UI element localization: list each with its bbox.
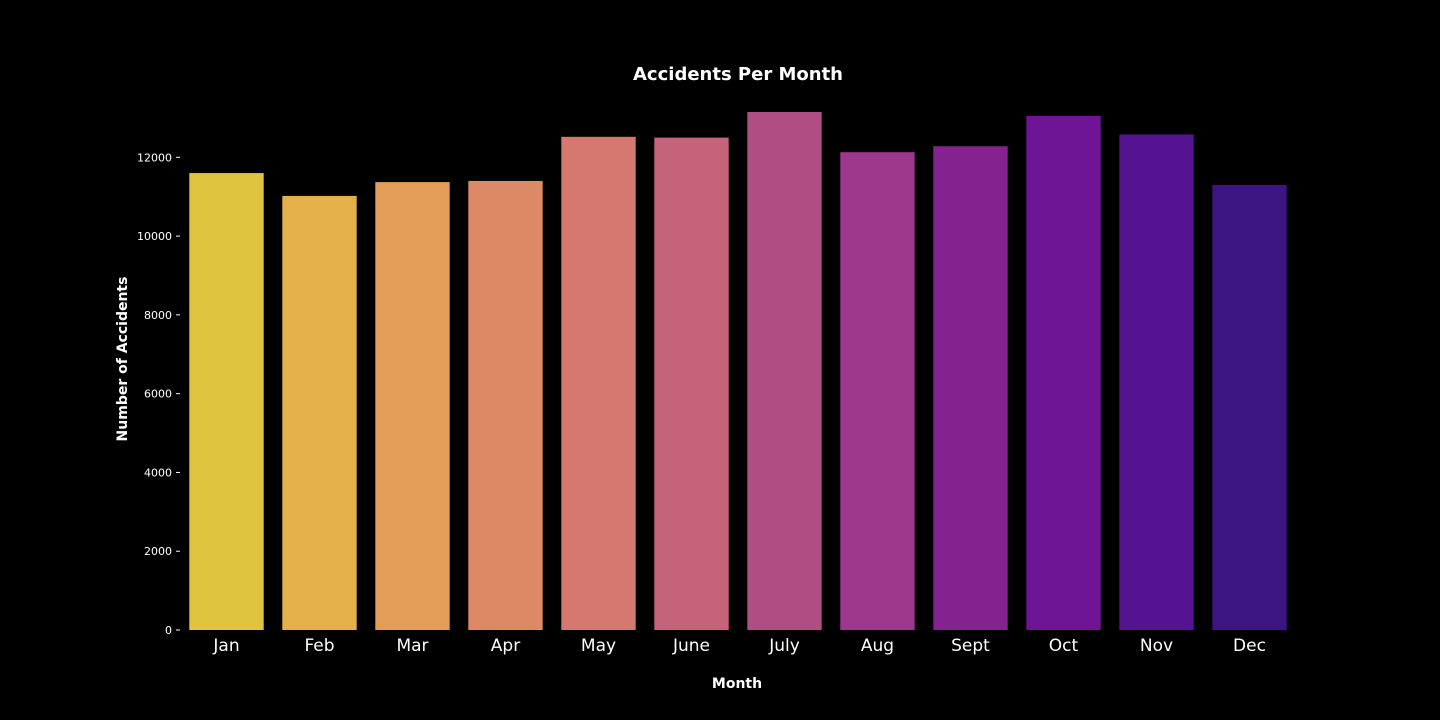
x-tick-label: Feb — [304, 636, 334, 656]
bar-oct — [1026, 115, 1101, 631]
x-tick-label: Apr — [491, 636, 520, 656]
bar-aug — [840, 152, 915, 630]
x-tick-label: Sept — [951, 636, 990, 656]
x-tick-label: Dec — [1233, 636, 1266, 656]
bar-feb — [282, 195, 357, 631]
bar-june — [654, 137, 729, 631]
x-tick-label: June — [672, 636, 710, 656]
y-tick-label: 4000 — [144, 466, 172, 479]
y-tick-label: 6000 — [144, 388, 172, 401]
chart-title: Accidents Per Month — [633, 64, 843, 85]
x-tick-label: Mar — [396, 636, 428, 656]
x-axis: Jan Feb Mar Apr May June July Aug Sept Oct Nov Dec — [212, 636, 1266, 656]
y-tick-label: 8000 — [144, 309, 172, 322]
bar-mar — [375, 182, 450, 630]
x-tick-label: Jan — [212, 636, 239, 656]
bar-jan — [189, 173, 264, 630]
y-tick-label: 12000 — [137, 151, 172, 164]
y-tick-label: 2000 — [144, 545, 172, 558]
x-tick-label: Nov — [1140, 636, 1173, 656]
y-axis-label: Number of Accidents — [115, 277, 131, 442]
y-tick-label: 10000 — [137, 230, 172, 243]
x-axis-label: Month — [712, 676, 762, 692]
x-tick-label: May — [581, 636, 616, 656]
bar-sept — [933, 146, 1008, 630]
bar-july — [747, 112, 822, 630]
x-tick-label: Aug — [861, 636, 894, 656]
y-tick-label: 0 — [165, 624, 172, 637]
bar-nov — [1119, 134, 1194, 630]
bar-dec — [1212, 184, 1287, 631]
x-tick-label: Oct — [1049, 636, 1079, 656]
bar-may — [561, 136, 636, 631]
y-axis: 0 2000 4000 6000 8000 10000 12000 — [137, 151, 180, 637]
bars — [189, 112, 1287, 631]
bar-apr — [468, 180, 543, 630]
x-tick-label: July — [768, 636, 800, 656]
